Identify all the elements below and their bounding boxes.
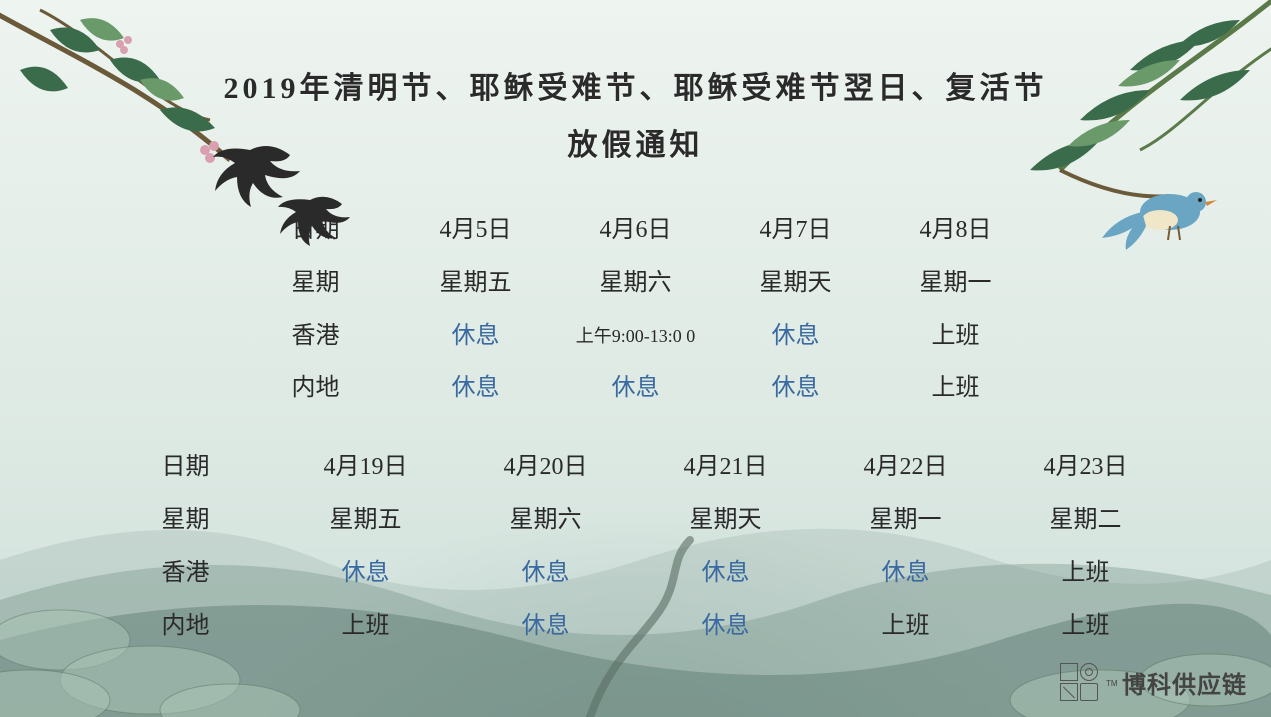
weekday-cell: 星期六	[456, 494, 636, 547]
schedule-table-1: 日期 4月5日 4月6日 4月7日 4月8日 星期 星期五 星期六 星期天 星期…	[236, 204, 1036, 415]
status-cell: 休息	[396, 310, 556, 363]
status-cell: 休息	[636, 547, 816, 600]
weekday-cell: 星期天	[716, 257, 876, 310]
weekday-cell: 星期六	[556, 257, 716, 310]
date-cell: 4月21日	[636, 441, 816, 494]
date-cell: 4月20日	[456, 441, 636, 494]
table-row: 星期 星期五 星期六 星期天 星期一 星期二	[96, 494, 1176, 547]
row-header-weekday: 星期	[236, 257, 396, 310]
date-cell: 4月6日	[556, 204, 716, 257]
company-logo: TM 博科供应链	[1060, 663, 1247, 701]
status-cell: 休息	[276, 547, 456, 600]
row-header-date: 日期	[96, 441, 276, 494]
date-cell: 4月22日	[816, 441, 996, 494]
row-header-date: 日期	[236, 204, 396, 257]
status-cell: 休息	[716, 310, 876, 363]
status-cell: 休息	[816, 547, 996, 600]
date-cell: 4月23日	[996, 441, 1176, 494]
table-row: 星期 星期五 星期六 星期天 星期一	[236, 257, 1036, 310]
logo-tm: TM	[1106, 679, 1118, 688]
table-row: 日期 4月19日 4月20日 4月21日 4月22日 4月23日	[96, 441, 1176, 494]
status-cell: 上班	[996, 547, 1176, 600]
status-cell: 休息	[716, 362, 876, 415]
table-row: 内地 休息 休息 休息 上班	[236, 362, 1036, 415]
table-row: 香港 休息 休息 休息 休息 上班	[96, 547, 1176, 600]
row-header-hk: 香港	[96, 547, 276, 600]
status-cell: 休息	[456, 547, 636, 600]
table-row: 香港 休息 上午9:00-13:0 0 休息 上班	[236, 310, 1036, 363]
logo-text: 博科供应链	[1122, 672, 1247, 699]
date-cell: 4月19日	[276, 441, 456, 494]
page-title: 2019年清明节、耶稣受难节、耶稣受难节翌日、复活节 放假通知	[146, 60, 1126, 174]
row-header-mainland: 内地	[96, 600, 276, 653]
row-header-hk: 香港	[236, 310, 396, 363]
status-cell: 上班	[996, 600, 1176, 653]
status-cell: 休息	[396, 362, 556, 415]
weekday-cell: 星期一	[816, 494, 996, 547]
title-line1: 2019年清明节、耶稣受难节、耶稣受难节翌日、复活节	[224, 72, 1048, 105]
schedule-table-2: 日期 4月19日 4月20日 4月21日 4月22日 4月23日 星期 星期五 …	[96, 441, 1176, 652]
weekday-cell: 星期二	[996, 494, 1176, 547]
status-cell: 上班	[276, 600, 456, 653]
date-cell: 4月8日	[876, 204, 1036, 257]
row-header-weekday: 星期	[96, 494, 276, 547]
table-row: 日期 4月5日 4月6日 4月7日 4月8日	[236, 204, 1036, 257]
status-cell: 上午9:00-13:0 0	[556, 310, 716, 363]
status-cell: 休息	[456, 600, 636, 653]
status-cell: 上班	[876, 310, 1036, 363]
title-line2: 放假通知	[568, 129, 704, 162]
weekday-cell: 星期一	[876, 257, 1036, 310]
weekday-cell: 星期五	[276, 494, 456, 547]
logo-mark-icon	[1060, 663, 1098, 701]
date-cell: 4月5日	[396, 204, 556, 257]
weekday-cell: 星期天	[636, 494, 816, 547]
status-cell: 休息	[556, 362, 716, 415]
table-row: 内地 上班 休息 休息 上班 上班	[96, 600, 1176, 653]
weekday-cell: 星期五	[396, 257, 556, 310]
status-cell: 休息	[636, 600, 816, 653]
status-cell: 上班	[816, 600, 996, 653]
row-header-mainland: 内地	[236, 362, 396, 415]
status-cell: 上班	[876, 362, 1036, 415]
date-cell: 4月7日	[716, 204, 876, 257]
